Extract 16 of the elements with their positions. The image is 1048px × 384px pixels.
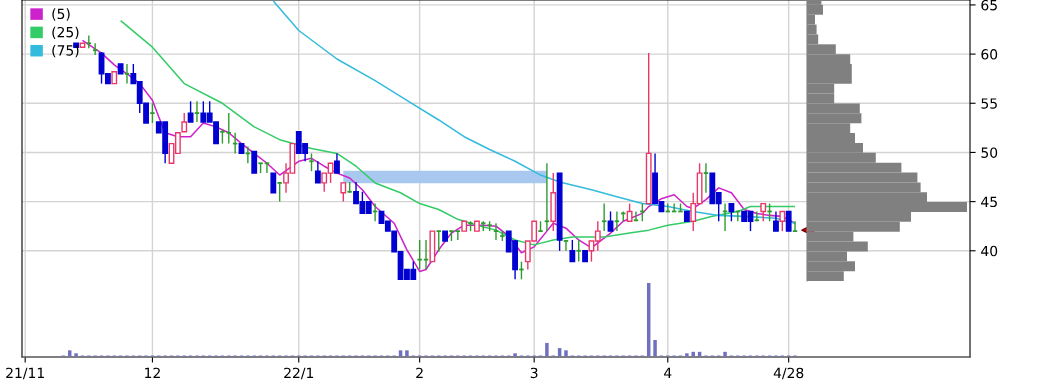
- y-tick-label: 45: [981, 196, 997, 208]
- y-tick-label: 60: [981, 49, 998, 60]
- legend-label: (25): [52, 26, 79, 40]
- x-tick-label: 4: [664, 367, 672, 378]
- y-tick-label: 50: [981, 147, 998, 158]
- x-tick-label: 22/1: [284, 367, 314, 380]
- y-tick-label: 40: [981, 245, 998, 257]
- legend-label: (75): [52, 44, 79, 58]
- y-tick-label: 65: [981, 0, 997, 11]
- x-tick-label: 2: [416, 367, 423, 378]
- x-tick-label: 4/28: [773, 367, 804, 380]
- x-tick-label: 12: [145, 367, 160, 378]
- x-tick-label: 21/11: [6, 367, 44, 380]
- y-tick-label: 55: [981, 98, 997, 109]
- legend-label: (5): [52, 8, 70, 21]
- x-tick-label: 3: [530, 367, 538, 379]
